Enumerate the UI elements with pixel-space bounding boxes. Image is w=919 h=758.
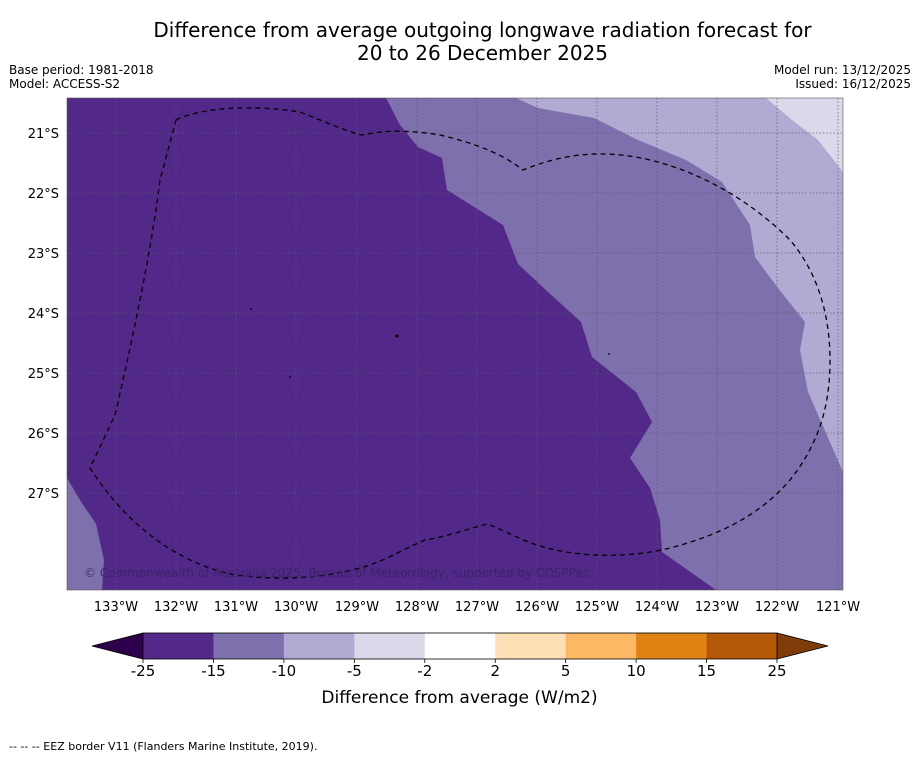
model-name: Model: ACCESS-S2 [9,77,121,91]
lon-label: 122°W [755,600,799,615]
map-gridlines [67,98,843,590]
eez-border [89,107,831,579]
map-figure: © Commonwealth of Australia 2025, Bureau… [28,97,860,680]
lat-label: 26°S [28,427,59,442]
colorbar-extend-low [91,632,144,660]
colorbar-segment [495,633,566,659]
colorbar-segment [283,633,355,659]
model-run: Model run: 13/12/2025 [773,63,911,77]
lon-label: 121°W [816,600,860,615]
colorbar-tick-label: 15 [697,662,716,680]
lon-label: 123°W [695,600,739,615]
meta-left: Base period: 1981-2018 Model: ACCESS-S2 [9,63,154,91]
colorbar-tick-label: -10 [272,662,297,680]
island-markers [250,308,610,378]
lon-label: 130°W [274,600,318,615]
title-line-1: Difference from average outgoing longwav… [153,18,812,42]
colorbar-label: Difference from average (W/m2) [321,688,598,708]
lat-label: 27°S [28,487,59,502]
colorbar-extend-high [776,632,829,660]
anomaly-field-medium-west [67,478,104,590]
colorbar-tick-label: -25 [131,662,156,680]
lon-label: 125°W [575,600,619,615]
map-frame [66,97,844,591]
lon-label: 124°W [635,600,679,615]
lon-label: 127°W [455,600,499,615]
colorbar-tick-label: -2 [417,662,432,680]
lon-label: 129°W [335,600,379,615]
colorbar-tick-label: -5 [347,662,362,680]
lon-label: 133°W [94,600,138,615]
lon-label: 128°W [395,600,439,615]
colorbar-segment [565,633,637,659]
anomaly-field-medium [386,98,843,590]
colorbar-tick-label: 10 [627,662,646,680]
latitude-labels: 21°S 22°S 23°S 24°S 25°S 26°S 27°S [28,127,59,502]
anomaly-field-weakest [766,98,843,172]
colorbar-segment [354,633,426,659]
base-period: Base period: 1981-2018 [9,63,154,77]
colorbar-segment [706,633,778,659]
colorbar-segment [143,633,214,659]
colorbar-tick-label: -15 [201,662,226,680]
lon-label: 132°W [154,600,198,615]
copyright-notice: © Commonwealth of Australia 2025, Bureau… [84,566,589,580]
issued-date: Issued: 16/12/2025 [795,77,911,91]
colorbar-segment [213,633,285,659]
map-area: © Commonwealth of Australia 2025, Bureau… [67,98,843,590]
lat-label: 25°S [28,367,59,382]
colorbar-segment [636,633,707,659]
colorbar-segment [424,633,496,659]
colorbar-tick-label: 5 [561,662,571,680]
colorbar-tick-label: 2 [490,662,500,680]
anomaly-field-weak [516,98,843,472]
lat-label: 21°S [28,127,59,142]
meta-right: Model run: 13/12/2025 Issued: 16/12/2025 [774,63,911,91]
colorbar-outline [142,632,778,660]
lat-label: 22°S [28,187,59,202]
colorbar-tick-label: 25 [767,662,786,680]
lat-label: 24°S [28,307,59,322]
map-title: Difference from average outgoing longwav… [0,19,919,65]
longitude-labels: 133°W 132°W 131°W 130°W 129°W 128°W 127°… [94,600,860,615]
lon-label: 126°W [515,600,559,615]
title-line-2: 20 to 26 December 2025 [356,41,608,65]
lon-label: 131°W [214,600,258,615]
eez-footnote: -- -- -- EEZ border V11 (Flanders Marine… [9,740,318,753]
colorbar: -25 -15 -10 -5 -2 2 5 10 15 25 [91,632,829,680]
lat-label: 23°S [28,247,59,262]
